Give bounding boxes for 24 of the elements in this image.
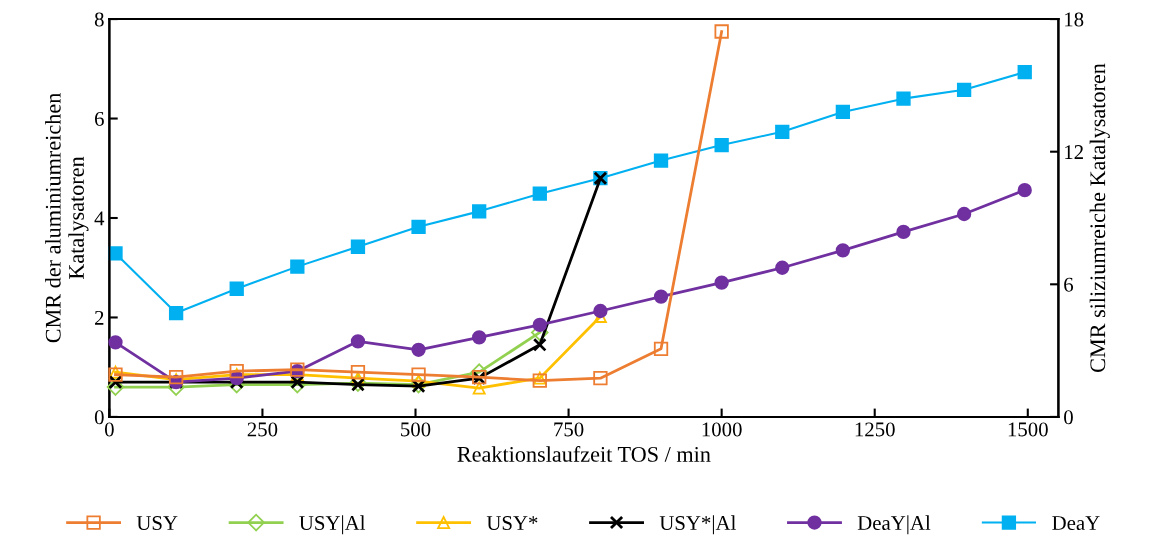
y2-tick-label: 6 — [1064, 277, 1074, 292]
y2-tick-label: 0 — [1064, 410, 1073, 425]
legend-label: USY*|Al — [659, 515, 736, 535]
x-tick-label: 500 — [401, 422, 431, 437]
x-tick-label: 250 — [247, 422, 278, 437]
y2-tick-label: 18 — [1065, 12, 1084, 27]
y2-axis-title: CMR siliziumreiche Katalysatoren — [1089, 63, 1110, 372]
x-tick-label: 1000 — [702, 422, 742, 437]
y-tick-label: 4 — [94, 211, 105, 226]
y-tick-label: 6 — [94, 111, 104, 126]
legend-label: DeaY|Al — [857, 515, 931, 535]
legend-label: USY* — [486, 516, 538, 531]
y-tick-label: 8 — [94, 12, 104, 27]
legend-label: DeaY — [1052, 516, 1100, 531]
legend-label: USY — [136, 516, 178, 531]
legend-label: USY|Al — [299, 515, 366, 535]
x-tick-label: 1500 — [1008, 422, 1048, 437]
x-axis-title: Reaktionslaufzeit TOS / min — [457, 446, 711, 462]
y-tick-label: 2 — [95, 310, 104, 325]
y-axis-title: CMR der aluminiumreichen Katalysatoren — [45, 93, 89, 343]
y-tick-label: 0 — [94, 410, 104, 425]
x-tick-label: 1250 — [855, 422, 895, 437]
x-tick-label: 750 — [554, 422, 584, 437]
y2-tick-label: 12 — [1065, 145, 1083, 159]
